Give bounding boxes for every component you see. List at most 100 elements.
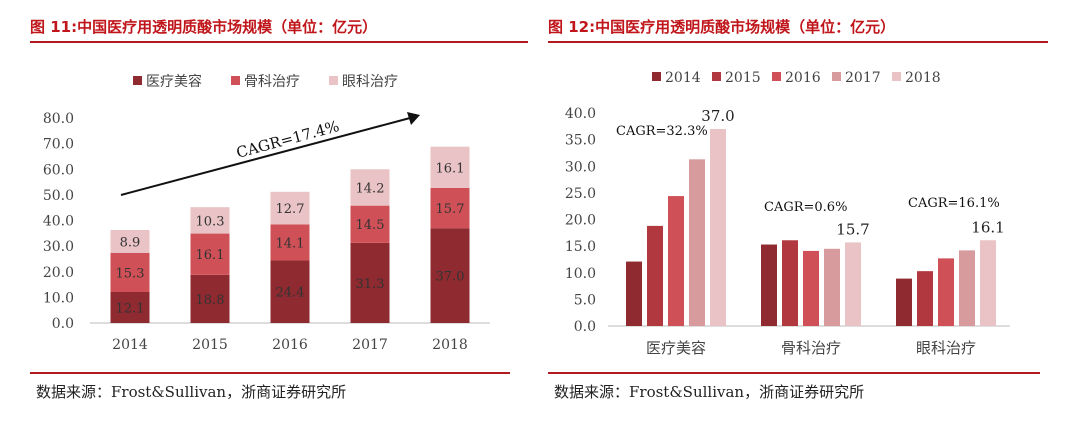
bar-segment (350, 205, 390, 243)
bar-segment (350, 169, 390, 206)
y-tick-label: 30.0 (565, 159, 596, 175)
cagr-arrow (120, 117, 411, 196)
y-tick-label: 50.0 (43, 188, 74, 204)
y-tick-label: 10.0 (565, 266, 596, 282)
bar (626, 261, 642, 326)
bar (845, 242, 861, 326)
value-label: 15.7 (836, 220, 869, 238)
y-tick-label: 5.0 (574, 292, 596, 308)
y-tick-label: 35.0 (565, 133, 596, 149)
cagr-arrow-head (407, 112, 420, 125)
value-label: 16.1 (971, 218, 1004, 236)
legend-swatch (712, 72, 721, 81)
bar (896, 278, 912, 326)
x-tick-label: 2017 (352, 337, 388, 353)
data-label: 12.1 (116, 301, 145, 316)
left-chart-panel: 图 11:中国医疗用透明质酸市场规模（单位：亿元） 医疗美容 骨科治疗 眼科治疗 0.… (30, 0, 530, 426)
legend-label: 2015 (725, 70, 761, 86)
y-tick-label: 70.0 (43, 137, 74, 153)
bar-segment (430, 228, 470, 323)
y-tick-label: 60.0 (43, 162, 74, 178)
data-label: 14.1 (276, 236, 305, 251)
legend-swatch (772, 72, 781, 81)
bar-segment (430, 187, 470, 229)
data-label: 10.3 (196, 214, 225, 229)
bar-segment (430, 146, 470, 188)
y-tick-label: 0.0 (52, 316, 74, 332)
right-source-note: 数据来源：Frost&Sullivan，浙商证券研究所 (554, 383, 865, 401)
data-label: 24.4 (276, 286, 305, 301)
bar-segment (110, 229, 150, 253)
bar (668, 196, 684, 326)
legend-swatch (133, 76, 142, 85)
x-tick-label: 2014 (112, 337, 148, 353)
data-label: 14.5 (356, 218, 385, 233)
bar-segment (110, 252, 150, 292)
y-tick-label: 15.0 (565, 239, 596, 255)
right-source-rule (548, 372, 1040, 374)
legend-label: 医疗美容 (146, 73, 202, 90)
y-tick-label: 20.0 (43, 265, 74, 281)
bar (710, 128, 726, 326)
data-label: 18.8 (196, 293, 225, 308)
bar-segment (110, 291, 150, 323)
legend-swatch (832, 72, 841, 81)
data-label: 31.3 (356, 277, 385, 292)
x-tick-label: 2015 (192, 337, 228, 353)
x-tick-label: 骨科治疗 (781, 339, 841, 357)
data-label: 16.1 (196, 248, 225, 263)
bar (647, 225, 663, 326)
bar-segment (190, 207, 230, 234)
y-tick-label: 0.0 (574, 319, 596, 335)
bar (959, 250, 975, 326)
legend-label: 2014 (665, 70, 701, 86)
bar (689, 159, 705, 326)
y-tick-label: 30.0 (43, 239, 74, 255)
left-title-rule (30, 41, 528, 43)
cagr-annotation: CAGR=17.4% (234, 117, 341, 162)
legend-swatch (652, 72, 661, 81)
data-label: 14.2 (356, 181, 385, 196)
y-tick-label: 40.0 (43, 214, 74, 230)
x-tick-label: 2016 (272, 337, 308, 353)
cagr-annotation: CAGR=32.3% (616, 124, 708, 139)
data-label: 15.7 (436, 202, 465, 217)
cagr-annotation: CAGR=0.6% (764, 200, 847, 215)
grouped-bar-chart: 2014 2015 2016 2017 2018 0.0 5.0 10.0 15.0 20.0 25… (565, 70, 1010, 357)
data-label: 37.0 (436, 270, 465, 285)
bar-segment (190, 274, 230, 323)
y-tick-label: 20.0 (565, 213, 596, 229)
legend-swatch (892, 72, 901, 81)
data-label: 8.9 (120, 235, 141, 250)
bar-segment (270, 224, 310, 261)
left-figure-title: 图 11:中国医疗用透明质酸市场规模（单位：亿元） (30, 18, 378, 36)
bar (782, 240, 798, 326)
legend-label: 2017 (845, 70, 881, 86)
cagr-annotation: CAGR=16.1% (908, 196, 1000, 211)
legend-swatch (231, 76, 240, 85)
right-chart-panel: 图 12:中国医疗用透明质酸市场规模（单位：亿元） 2014 2015 2016 20… (548, 0, 1050, 426)
left-source-note: 数据来源：Frost&Sullivan，浙商证券研究所 (36, 383, 347, 401)
right-title-rule (548, 41, 1048, 43)
data-label: 15.3 (116, 266, 145, 281)
legend-label: 骨科治疗 (244, 74, 300, 90)
y-tick-label: 80.0 (43, 111, 74, 127)
bar (938, 258, 954, 326)
x-tick-label: 眼科治疗 (916, 339, 976, 357)
legend-label: 2018 (905, 70, 941, 86)
bar (761, 244, 777, 326)
x-tick-label: 医疗美容 (646, 339, 706, 357)
y-tick-label: 10.0 (43, 290, 74, 306)
y-tick-label: 40.0 (565, 106, 596, 122)
bar (980, 240, 996, 326)
legend-swatch (329, 76, 338, 85)
bar-segment (190, 233, 230, 275)
legend-label: 眼科治疗 (342, 74, 398, 90)
bar-segment (270, 191, 310, 225)
bar (803, 250, 819, 326)
bar-segment (350, 242, 390, 323)
bar (824, 248, 840, 326)
x-tick-label: 2018 (432, 337, 468, 353)
value-label: 37.0 (701, 107, 734, 125)
data-label: 12.7 (276, 202, 305, 217)
